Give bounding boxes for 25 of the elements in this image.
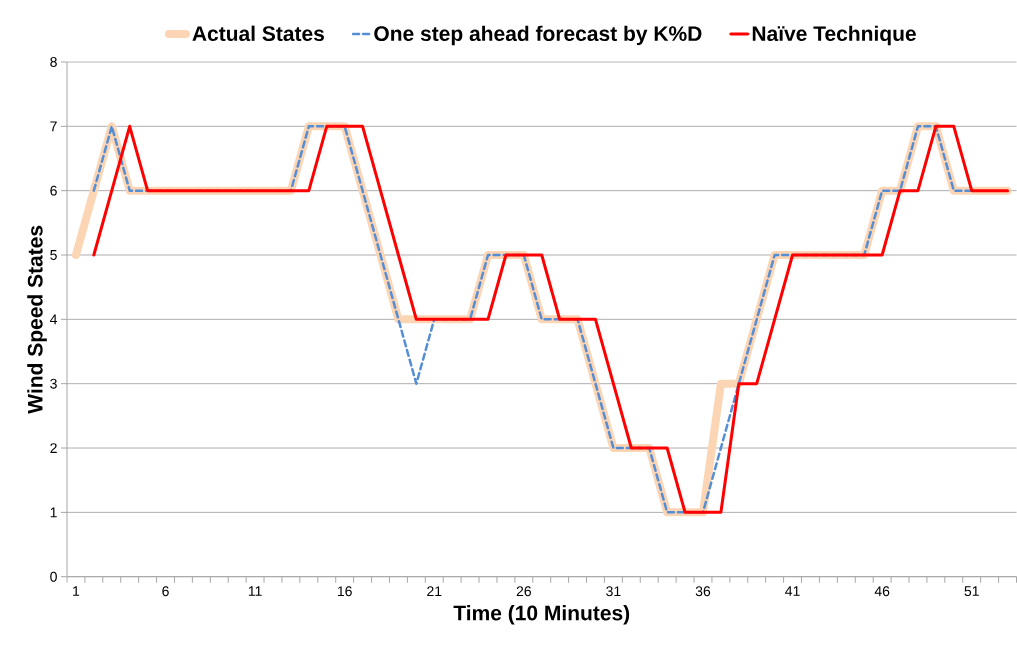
legend-label: Actual States — [192, 25, 324, 42]
x-tick-label: 21 — [427, 586, 442, 597]
y-axis-title: Wind Speed States — [27, 225, 47, 414]
x-axis-title: Time (10 Minutes) — [453, 605, 630, 625]
y-tick-label: 6 — [50, 185, 57, 196]
legend-label: Naïve Technique — [752, 25, 916, 46]
x-tick-label: 26 — [516, 586, 531, 597]
y-tick-label: 4 — [49, 314, 58, 325]
y-tick-label: 7 — [50, 121, 57, 132]
legend-label: One step ahead forecast by K%D — [374, 25, 702, 46]
x-tick-label: 41 — [785, 586, 800, 597]
x-tick-label: 31 — [606, 586, 621, 597]
x-tick-label: 51 — [964, 586, 979, 597]
y-tick-label: 5 — [50, 250, 57, 261]
x-tick-label: 6 — [162, 586, 169, 597]
x-tick-label: 1 — [73, 586, 80, 597]
x-tick-label: 46 — [874, 586, 890, 597]
y-tick-label: 8 — [50, 57, 57, 68]
x-tick-label: 16 — [337, 586, 352, 597]
y-tick-label: 2 — [50, 443, 57, 454]
y-tick-label: 1 — [50, 507, 57, 518]
y-tick-label: 0 — [50, 571, 57, 582]
x-tick-label: 11 — [248, 586, 262, 597]
x-tick-label: 36 — [695, 586, 711, 597]
y-tick-label: 3 — [50, 378, 57, 389]
